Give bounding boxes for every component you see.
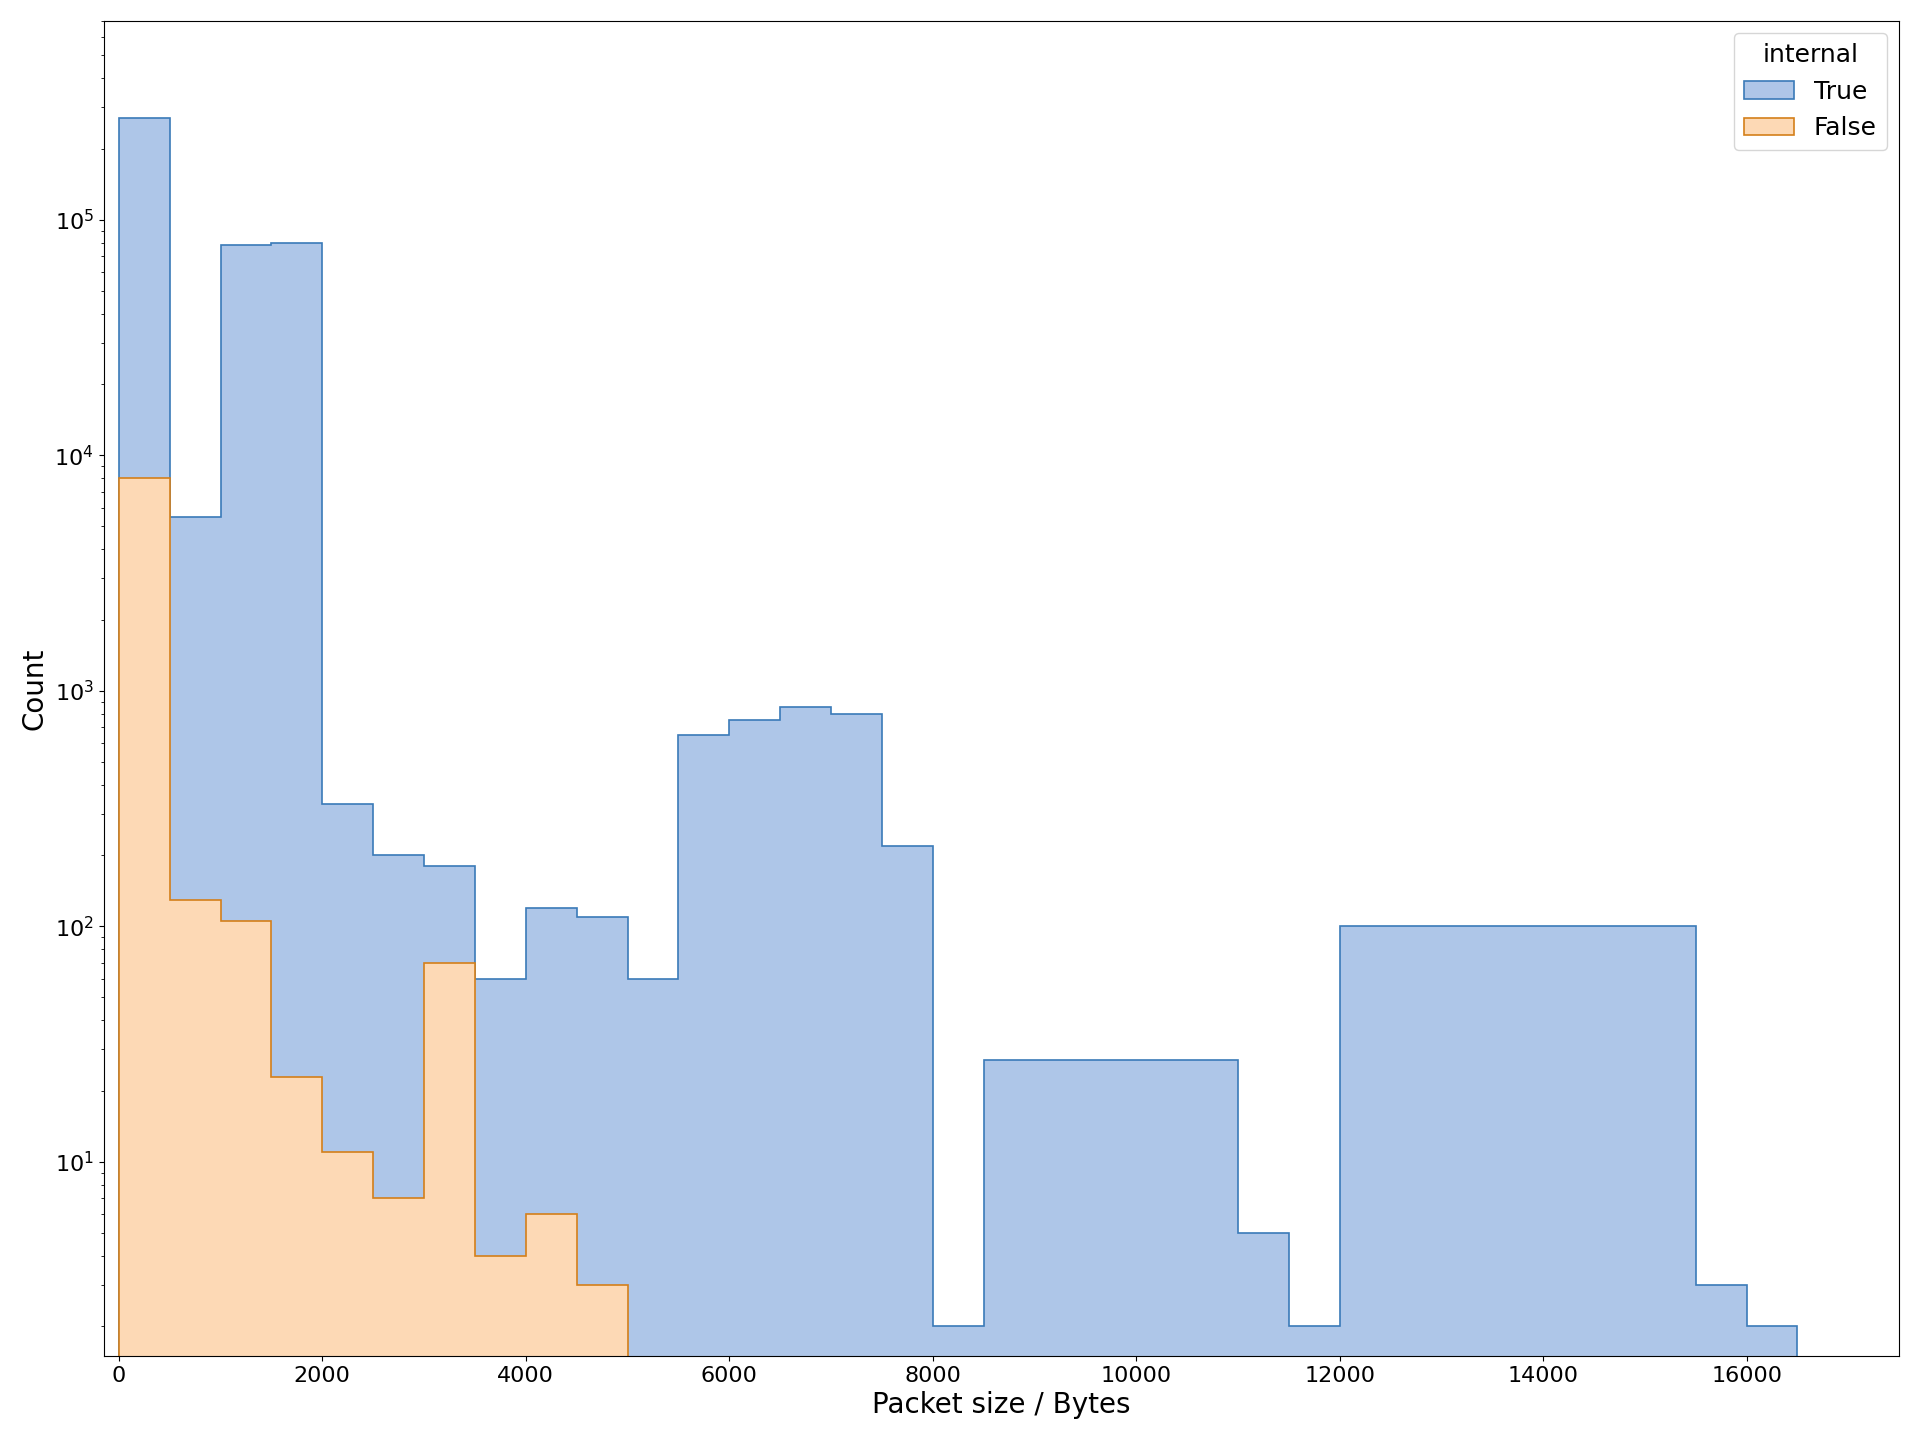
- Legend: True, False: True, False: [1734, 33, 1887, 150]
- Polygon shape: [119, 478, 628, 1440]
- X-axis label: Packet size / Bytes: Packet size / Bytes: [872, 1391, 1131, 1420]
- Polygon shape: [119, 118, 1797, 1440]
- Y-axis label: Count: Count: [21, 647, 48, 730]
